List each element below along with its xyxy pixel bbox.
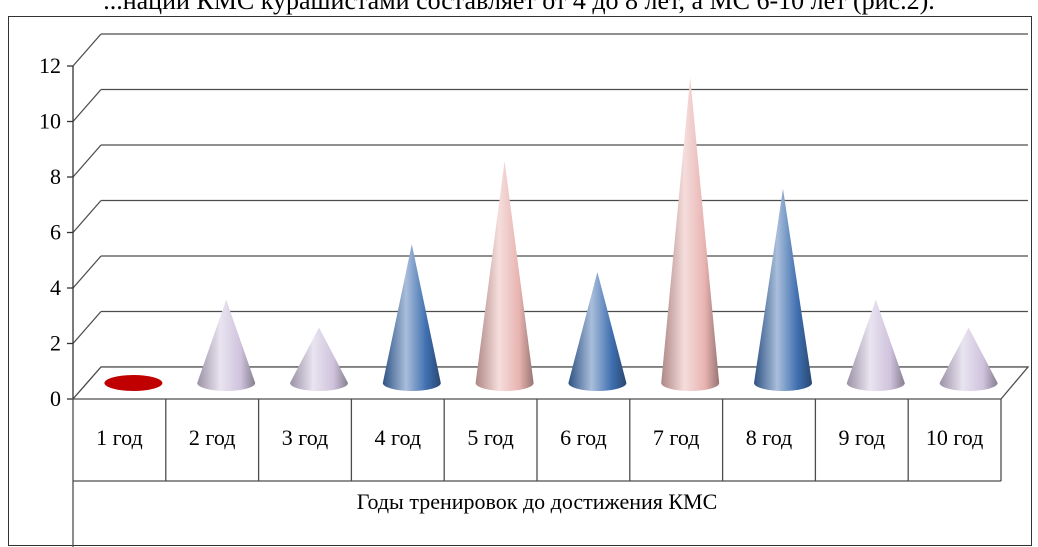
cone-mark xyxy=(104,375,163,391)
x-tick-label: 5 год xyxy=(467,425,514,450)
y-tick-label: 12 xyxy=(39,53,61,78)
cone-mark xyxy=(197,299,256,391)
x-tick-label: 10 год xyxy=(926,425,984,450)
y-tick-label: 6 xyxy=(50,220,61,245)
cone-mark xyxy=(475,161,534,391)
chart-frame: 0 2 4 6 8 10 12 1 год 2 год 3 год 4 год 5 год 6 год… xyxy=(8,16,1032,547)
y-tick-label: 2 xyxy=(50,331,61,356)
cone-mark xyxy=(754,188,812,391)
y-tick-label: 8 xyxy=(50,164,61,189)
cone-mark xyxy=(846,299,905,391)
gridline xyxy=(72,144,1028,178)
cone-series xyxy=(104,77,998,391)
cone-mark xyxy=(568,272,627,391)
x-axis: 1 год 2 год 3 год 4 год 5 год 6 год 7 год 8 год… xyxy=(72,399,1002,547)
cone-mark xyxy=(661,77,720,391)
cone-mark xyxy=(939,327,998,391)
caption-text: ...нации КМС курашистами составляет от 4… xyxy=(103,0,935,15)
gridline xyxy=(72,33,1028,67)
cone-chart: 0 2 4 6 8 10 12 1 год 2 год 3 год 4 год 5 год 6 год… xyxy=(39,33,1030,547)
y-tick-label: 4 xyxy=(50,275,61,300)
x-tick-label: 3 год xyxy=(282,425,329,450)
x-tick-label: 6 год xyxy=(560,425,607,450)
y-tick-label: 0 xyxy=(50,386,61,411)
x-axis-title: Годы тренировок до достижения КМС xyxy=(357,489,718,514)
x-tick-label: 4 год xyxy=(375,425,422,450)
x-tick-label: 7 год xyxy=(653,425,700,450)
y-tick-label: 10 xyxy=(39,109,61,134)
x-tick-label: 9 год xyxy=(839,425,886,450)
gridline xyxy=(72,255,1028,289)
chart-figure: ...нации КМС курашистами составляет от 4… xyxy=(8,0,1032,547)
x-tick-label: 2 год xyxy=(189,425,236,450)
cone-mark xyxy=(382,244,441,391)
cone-mark xyxy=(290,327,348,391)
gridline xyxy=(72,88,1028,122)
y-axis: 0 2 4 6 8 10 12 xyxy=(39,53,74,411)
x-tick-label: 8 год xyxy=(746,425,793,450)
gridline xyxy=(72,199,1028,233)
x-tick-label: 1 год xyxy=(96,425,143,450)
